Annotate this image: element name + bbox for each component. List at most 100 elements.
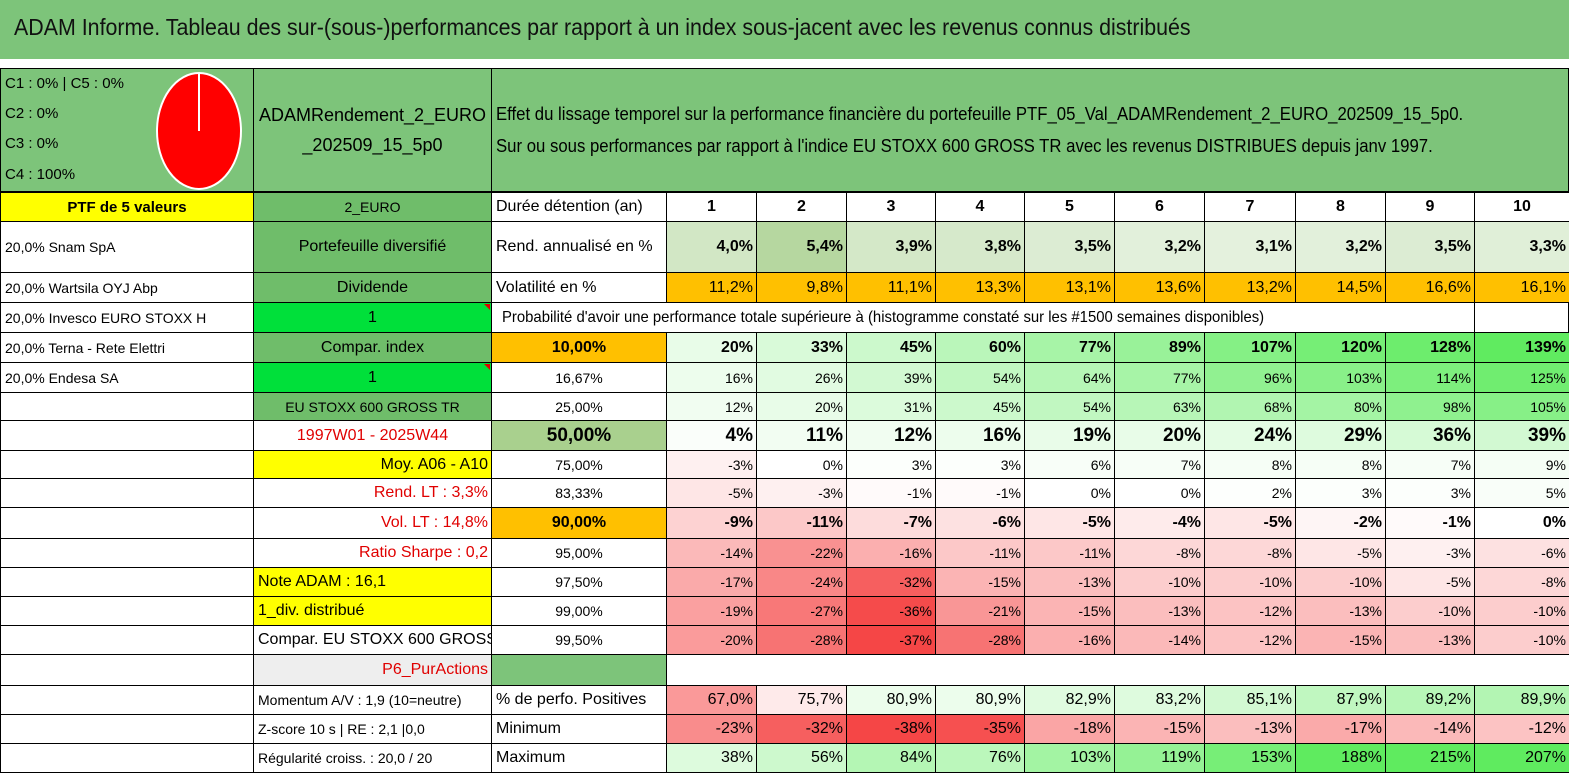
report-title: ADAM Informe. Tableau des sur-(sous-)per… [14,14,1191,40]
prob-cell-r5-c5: 6% [1024,450,1115,479]
prob-cell-r10-c9: -10% [1385,596,1475,626]
prob-cell-r11-c1: -20% [666,625,757,655]
max-cell-2: 56% [756,743,847,773]
holding-row-3: 20,0% Invesco EURO STOXX H [0,302,254,333]
p6-row-blank [666,654,1569,686]
prob-cell-r4-c10: 39% [1474,420,1569,451]
comment-marker [484,364,490,370]
prob-cell-r8-c1: -14% [666,538,757,568]
prob-cell-r5-c3: 3% [846,450,936,479]
vol-cell-10: 16,1% [1474,272,1569,303]
prob-cell-r8-c3: -16% [846,538,936,568]
year-header-4: 4 [935,192,1025,222]
p6-cell: P6_PurActions [253,654,492,686]
prob-cell-r3-c10: 105% [1474,392,1569,421]
proba-label: Probabilité d'avoir une performance tota… [491,302,1475,333]
prob-level-8: 95,00% [491,538,667,568]
prob-cell-r7-c9: -1% [1385,507,1475,539]
vol-cell-5: 13,1% [1024,272,1115,303]
param-one-b-cell[interactable]: 1 [253,362,492,393]
empty-left-9 [0,478,254,508]
prob-cell-r11-c7: -12% [1204,625,1296,655]
prob-cell-r5-c2: 0% [756,450,847,479]
prob-cell-r11-c2: -28% [756,625,847,655]
prob-cell-r3-c5: 54% [1024,392,1115,421]
prob-cell-r7-c2: -11% [756,507,847,539]
prob-cell-r6-c9: 3% [1385,478,1475,508]
prob-cell-r9-c4: -15% [935,567,1025,597]
prob-cell-r6-c8: 3% [1295,478,1386,508]
prob-cell-r1-c10: 139% [1474,332,1569,363]
proba-label-text: Probabilité d'avoir une performance tota… [502,308,1265,326]
prob-cell-r2-c3: 39% [846,362,936,393]
vol-cell-9: 16,6% [1385,272,1475,303]
vol-cell-6: 13,6% [1114,272,1205,303]
holding-row-5: 20,0% Endesa SA [0,362,254,393]
prob-cell-r1-c1: 20% [666,332,757,363]
prob-cell-r8-c7: -8% [1204,538,1296,568]
index-name-cell: EU STOXX 600 GROSS TR [253,392,492,421]
prob-cell-r9-c6: -10% [1114,567,1205,597]
prob-cell-r1-c5: 77% [1024,332,1115,363]
prob-cell-r4-c5: 19% [1024,420,1115,451]
vol-lt-cell: Vol. LT : 14,8% [253,507,492,539]
prob-level-2: 16,67% [491,362,667,393]
prob-cell-r11-c10: -10% [1474,625,1569,655]
prob-cell-r7-c3: -7% [846,507,936,539]
prob-cell-r7-c5: -5% [1024,507,1115,539]
prob-cell-r2-c10: 125% [1474,362,1569,393]
p6-green-cell [491,654,667,686]
prob-cell-r10-c10: -10% [1474,596,1569,626]
legend-c3: C3 : 0% [5,135,59,152]
pos-cell-10: 89,9% [1474,685,1569,715]
prob-cell-r2-c8: 103% [1295,362,1386,393]
prob-cell-r6-c10: 5% [1474,478,1569,508]
prob-cell-r1-c2: 33% [756,332,847,363]
param-one-a-value: 1 [368,308,377,326]
moy-cell: Moy. A06 - A10 [253,450,492,479]
prob-cell-r7-c4: -6% [935,507,1025,539]
prob-cell-r4-c2: 11% [756,420,847,451]
prob-cell-r10-c1: -19% [666,596,757,626]
prob-cell-r8-c8: -5% [1295,538,1386,568]
pos-label: % de perfo. Positives [491,685,667,715]
prob-cell-r7-c7: -5% [1204,507,1296,539]
prob-cell-r10-c8: -13% [1295,596,1386,626]
rend-cell-8: 3,2% [1295,221,1386,273]
empty-left-15 [0,654,254,686]
legend-c2: C2 : 0% [5,105,59,122]
param-one-a-cell[interactable]: 1 [253,302,492,333]
prob-cell-r2-c2: 26% [756,362,847,393]
year-header-9: 9 [1385,192,1475,222]
prob-cell-r11-c3: -37% [846,625,936,655]
min-cell-1: -23% [666,714,757,744]
rend-cell-2: 5,4% [756,221,847,273]
prob-cell-r11-c5: -16% [1024,625,1115,655]
prob-cell-r5-c10: 9% [1474,450,1569,479]
prob-cell-r4-c7: 24% [1204,420,1296,451]
legend-panel: C1 : 0% | C5 : 0% C2 : 0% C3 : 0% C4 : 1… [0,68,254,192]
rend-cell-5: 3,5% [1024,221,1115,273]
prob-cell-r5-c6: 7% [1114,450,1205,479]
prob-cell-r11-c8: -15% [1295,625,1386,655]
portfolio-name-cell: ADAMRendement_2_EURO _202509_15_5p0 [253,68,492,192]
empty-left-13 [0,596,254,626]
prob-cell-r11-c9: -13% [1385,625,1475,655]
prob-cell-r9-c1: -17% [666,567,757,597]
param-one-b-value: 1 [368,368,377,386]
prob-cell-r8-c10: -6% [1474,538,1569,568]
prob-cell-r7-c6: -4% [1114,507,1205,539]
prob-cell-r4-c6: 20% [1114,420,1205,451]
portfolio-name-line2: _202509_15_5p0 [302,135,443,155]
empty-left-6 [0,392,254,421]
prob-cell-r10-c6: -13% [1114,596,1205,626]
rend-label: Rend. annualisé en % [491,221,667,273]
holding-row-2: 20,0% Wartsila OYJ Abp [0,272,254,303]
prob-cell-r5-c4: 3% [935,450,1025,479]
year-header-6: 6 [1114,192,1205,222]
prob-cell-r2-c5: 64% [1024,362,1115,393]
prob-cell-r11-c6: -14% [1114,625,1205,655]
description-line2: Sur ou sous performances par rapport à l… [496,136,1433,156]
prob-cell-r6-c7: 2% [1204,478,1296,508]
prob-cell-r10-c7: -12% [1204,596,1296,626]
